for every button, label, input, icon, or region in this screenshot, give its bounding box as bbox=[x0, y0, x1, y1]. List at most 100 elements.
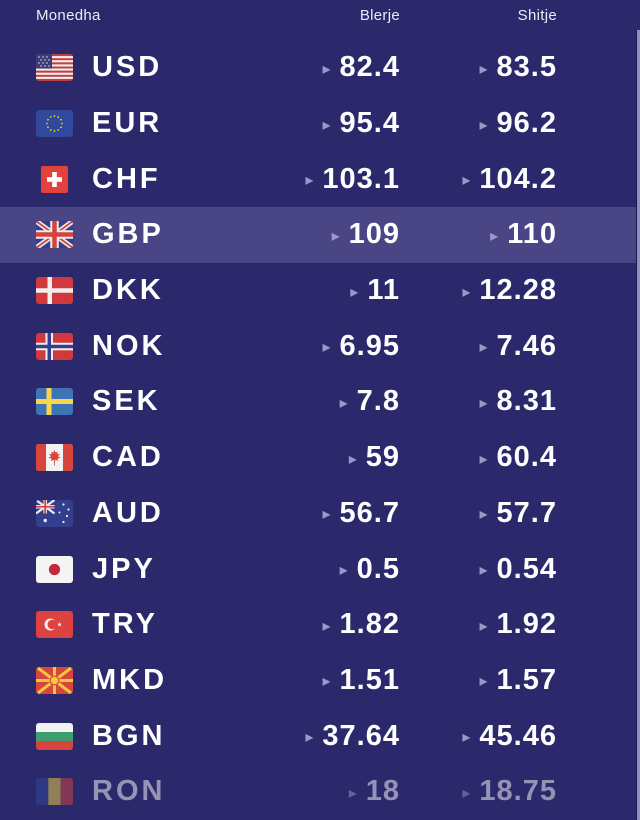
marker-icon: ▸ bbox=[339, 394, 348, 412]
marker-icon: ▸ bbox=[479, 617, 488, 635]
bulgaria-flag-icon bbox=[36, 722, 73, 750]
uk-flag-icon bbox=[36, 221, 73, 249]
marker-icon: ▸ bbox=[305, 172, 314, 190]
currency-code: JPY bbox=[92, 552, 156, 585]
marker-icon: ▸ bbox=[322, 506, 331, 524]
currency-code: USD bbox=[92, 51, 163, 84]
japan-flag-icon bbox=[36, 555, 73, 583]
rate-row-eur[interactable]: EUR ▸ 95.4 ▸ 96.2 bbox=[0, 96, 640, 152]
buy-value: 82.4 bbox=[339, 51, 400, 84]
currency-code: SEK bbox=[92, 385, 161, 418]
marker-icon: ▸ bbox=[479, 394, 488, 412]
rate-row-try[interactable]: TRY ▸ 1.82 ▸ 1.92 bbox=[0, 597, 640, 653]
marker-icon: ▸ bbox=[479, 339, 488, 357]
marker-icon: ▸ bbox=[462, 729, 471, 747]
rate-row-dkk[interactable]: DKK ▸ 11 ▸ 12.28 bbox=[0, 263, 640, 319]
currency-code: DKK bbox=[92, 274, 164, 307]
currency-code: GBP bbox=[92, 218, 164, 251]
buy-value: 37.64 bbox=[322, 719, 400, 752]
rate-row-chf[interactable]: CHF ▸ 103.1 ▸ 104.2 bbox=[0, 151, 640, 207]
marker-icon: ▸ bbox=[479, 450, 488, 468]
rate-row-mkd[interactable]: MKD ▸ 1.51 ▸ 1.57 bbox=[0, 653, 640, 709]
buy-value: 11 bbox=[367, 274, 400, 307]
marker-icon: ▸ bbox=[479, 673, 488, 691]
sell-value: 1.92 bbox=[496, 608, 557, 641]
sell-value: 18.75 bbox=[479, 775, 557, 808]
buy-value: 18 bbox=[365, 775, 400, 808]
column-header-buy: Blerje bbox=[359, 7, 400, 24]
romania-flag-icon bbox=[36, 778, 73, 806]
column-header-sell: Shitje bbox=[517, 7, 557, 24]
buy-value: 109 bbox=[348, 218, 400, 251]
currency-code: AUD bbox=[92, 496, 164, 529]
sell-value: 1.57 bbox=[496, 663, 557, 696]
buy-value: 95.4 bbox=[339, 107, 400, 140]
rate-row-cad[interactable]: CAD ▸ 59 ▸ 60.4 bbox=[0, 430, 640, 486]
currency-code: NOK bbox=[92, 329, 166, 362]
marker-icon: ▸ bbox=[339, 562, 348, 580]
marker-icon: ▸ bbox=[331, 227, 340, 245]
buy-value: 0.5 bbox=[356, 552, 400, 585]
rate-row-ron[interactable]: RON ▸ 18 ▸ 18.75 bbox=[0, 764, 640, 820]
buy-value: 59 bbox=[365, 441, 400, 474]
scrollbar[interactable] bbox=[637, 30, 640, 820]
buy-value: 56.7 bbox=[339, 496, 400, 529]
marker-icon: ▸ bbox=[479, 506, 488, 524]
currency-code: CAD bbox=[92, 441, 164, 474]
sell-value: 45.46 bbox=[479, 719, 557, 752]
buy-value: 103.1 bbox=[322, 162, 400, 195]
sell-value: 60.4 bbox=[496, 441, 557, 474]
sell-value: 96.2 bbox=[496, 107, 557, 140]
sell-value: 8.31 bbox=[496, 385, 557, 418]
currency-code: TRY bbox=[92, 608, 158, 641]
rate-row-jpy[interactable]: JPY ▸ 0.5 ▸ 0.54 bbox=[0, 541, 640, 597]
sell-value: 7.46 bbox=[496, 329, 557, 362]
marker-icon: ▸ bbox=[350, 283, 359, 301]
australia-flag-icon bbox=[36, 499, 73, 527]
column-header-currency: Monedha bbox=[36, 7, 101, 24]
sell-value: 57.7 bbox=[496, 496, 557, 529]
norway-flag-icon bbox=[36, 332, 73, 360]
marker-icon: ▸ bbox=[322, 673, 331, 691]
marker-icon: ▸ bbox=[462, 283, 471, 301]
macedonia-flag-icon bbox=[36, 666, 73, 694]
sell-value: 12.28 bbox=[479, 274, 557, 307]
currency-code: EUR bbox=[92, 107, 163, 140]
currency-code: CHF bbox=[92, 162, 161, 195]
marker-icon: ▸ bbox=[348, 450, 357, 468]
eu-flag-icon bbox=[36, 110, 73, 138]
sweden-flag-icon bbox=[36, 388, 73, 416]
marker-icon: ▸ bbox=[462, 172, 471, 190]
rate-row-nok[interactable]: NOK ▸ 6.95 ▸ 7.46 bbox=[0, 318, 640, 374]
switzerland-flag-icon bbox=[41, 165, 68, 193]
marker-icon: ▸ bbox=[322, 617, 331, 635]
canada-flag-icon bbox=[36, 444, 73, 472]
rate-row-usd[interactable]: USD ▸ 82.4 ▸ 83.5 bbox=[0, 40, 640, 96]
currency-code: MKD bbox=[92, 663, 168, 696]
denmark-flag-icon bbox=[36, 277, 73, 305]
sell-value: 104.2 bbox=[479, 162, 557, 195]
sell-value: 83.5 bbox=[496, 51, 557, 84]
buy-value: 1.51 bbox=[339, 663, 400, 696]
rate-row-bgn[interactable]: BGN ▸ 37.64 ▸ 45.46 bbox=[0, 708, 640, 764]
rate-row-gbp[interactable]: GBP ▸ 109 ▸ 110 bbox=[0, 207, 640, 263]
buy-value: 7.8 bbox=[356, 385, 400, 418]
rate-row-sek[interactable]: SEK ▸ 7.8 ▸ 8.31 bbox=[0, 374, 640, 430]
currency-code: RON bbox=[92, 775, 166, 808]
table-header: Monedha Blerje Shitje bbox=[0, 0, 640, 40]
marker-icon: ▸ bbox=[479, 116, 488, 134]
buy-value: 6.95 bbox=[339, 329, 400, 362]
marker-icon: ▸ bbox=[479, 60, 488, 78]
marker-icon: ▸ bbox=[305, 729, 314, 747]
sell-value: 0.54 bbox=[496, 552, 557, 585]
buy-value: 1.82 bbox=[339, 608, 400, 641]
marker-icon: ▸ bbox=[462, 784, 471, 802]
us-flag-icon bbox=[36, 54, 73, 82]
turkey-flag-icon bbox=[36, 611, 73, 639]
marker-icon: ▸ bbox=[322, 116, 331, 134]
rate-row-aud[interactable]: AUD ▸ 56.7 ▸ 57.7 bbox=[0, 486, 640, 542]
currency-code: BGN bbox=[92, 719, 166, 752]
marker-icon: ▸ bbox=[348, 784, 357, 802]
sell-value: 110 bbox=[507, 218, 557, 251]
